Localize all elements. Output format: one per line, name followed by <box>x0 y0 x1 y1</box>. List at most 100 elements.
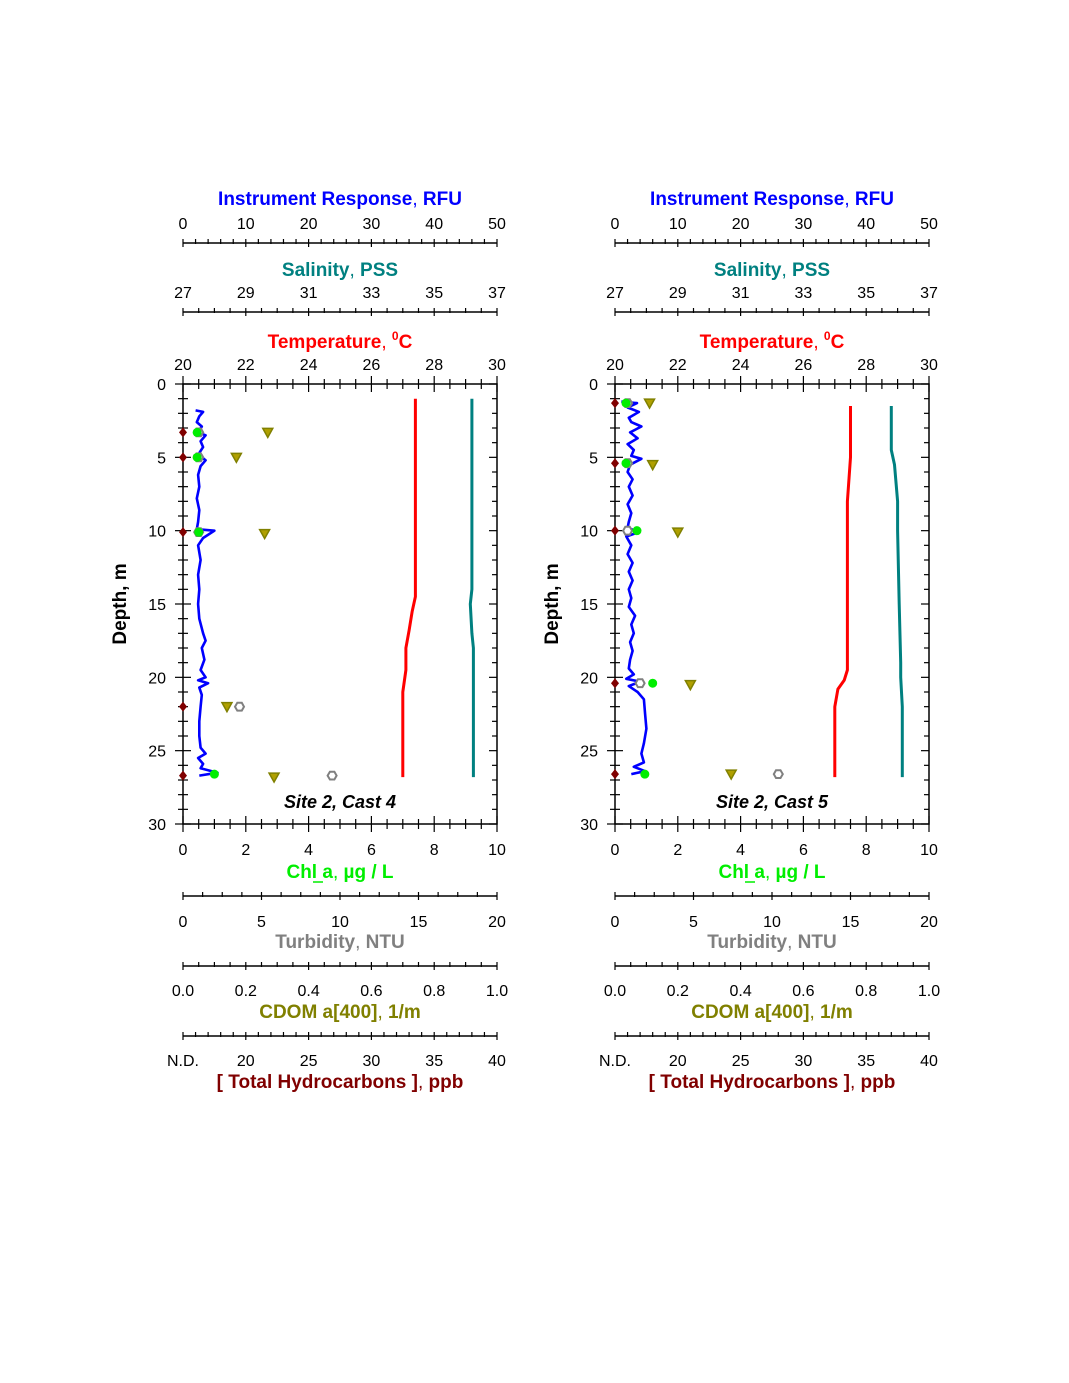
cdom-marker <box>220 701 234 714</box>
axis-label-separator: , <box>781 260 792 281</box>
panel-title: Site 2, Cast 5 <box>716 792 829 812</box>
rfu-tick-label: 10 <box>669 216 687 233</box>
chl-tick-label: 10 <box>920 842 938 859</box>
axis-label-separator: , <box>418 1072 429 1093</box>
axis-label-separator: , <box>844 189 855 210</box>
cdom-axis: 0.0 0.2 0.4 0.6 0.8 1.0 CDOM a[400], 1/m <box>172 962 508 1023</box>
turbidity-tick-label: 10 <box>331 914 349 931</box>
salinity-tick-label: 33 <box>363 285 381 302</box>
turbidity-axis: 0 5 10 15 20 Turbidity, NTU <box>611 892 938 953</box>
rfu-tick-label: 10 <box>237 216 255 233</box>
cdom-marker <box>267 772 281 784</box>
turbidity-axis: 0 5 10 15 20 Turbidity, NTU <box>179 892 506 953</box>
turbidity-marker <box>634 678 646 689</box>
axis-label-separator: , <box>333 862 344 883</box>
cdom-axis-label: CDOM a[400], 1/m <box>259 1002 421 1023</box>
temperature-tick-label: 24 <box>300 357 318 374</box>
cdom-tick-label: 0.0 <box>604 983 626 1000</box>
hydrocarbons-axis: N.D. 20 25 30 35 40 [ Total Hydrocarbons ], pp… <box>167 1032 506 1093</box>
hydrocarbons-axis-label-name: [ Total Hydrocarbons ] <box>649 1072 850 1093</box>
temperature-tick-label: 28 <box>425 357 443 374</box>
chl-tick-label: 0 <box>179 842 188 859</box>
hydrocarbon-marker <box>179 527 187 538</box>
turbidity-axis-label-name: Turbidity <box>707 932 787 953</box>
turbidity-marker <box>772 769 784 779</box>
hydrocarbons-tick-label: N.D. <box>167 1053 199 1070</box>
chl-tick-label: 2 <box>673 842 682 859</box>
turbidity-axis-unit: NTU <box>366 932 405 953</box>
temperature-tick-label: 22 <box>669 357 687 374</box>
chl-marker <box>648 678 658 688</box>
rfu-tick-label: 40 <box>425 216 443 233</box>
hydrocarbon-marker <box>179 770 187 781</box>
turbidity-tick-label: 0 <box>611 914 620 931</box>
temperature-axis: 20 22 24 26 28 30 Temperature, 0C <box>174 329 506 392</box>
hydrocarbons-tick-label: 40 <box>488 1053 506 1070</box>
turbidity-marker <box>233 701 246 712</box>
depth-tick-label: 15 <box>148 597 166 614</box>
rfu-axis-label-name: Instrument Response <box>218 189 412 210</box>
rfu-axis-unit: RFU <box>855 189 894 210</box>
cdom-marker <box>684 679 697 692</box>
hydrocarbons-tick-label: 25 <box>732 1053 750 1070</box>
cdom-axis-label-name: CDOM a[400] <box>691 1002 809 1023</box>
chl-marker <box>194 527 204 537</box>
axis-label-separator: , <box>349 260 360 281</box>
axis-label-separator: , <box>809 1002 820 1023</box>
chl-axis-unit: µg / L <box>344 862 394 883</box>
hydrocarbon-marker <box>611 678 619 689</box>
salinity-tick-label: 35 <box>425 285 443 302</box>
cdom-tick-label: 0.6 <box>792 983 814 1000</box>
rfu-axis-unit: RFU <box>423 189 462 210</box>
temperature-unit-superscript: 0 <box>824 329 831 343</box>
cdom-tick-label: 0.4 <box>297 983 319 1000</box>
depth-tick-label: 10 <box>148 524 166 541</box>
temperature-axis-label: Temperature, 0C <box>700 329 845 353</box>
temperature-profile-line <box>401 398 417 778</box>
chl-axis-label: Chl a, µg / L <box>286 862 393 883</box>
hydrocarbons-tick-label: 25 <box>300 1053 318 1070</box>
chl-marker <box>209 769 219 779</box>
plot-frame <box>614 383 930 825</box>
axis-label-separator: , <box>381 332 392 353</box>
cdom-tick-label: 0.2 <box>235 983 257 1000</box>
depth-axis: 0 5 10 15 20 25 30 Depth, m <box>110 377 497 834</box>
depth-tick-label: 20 <box>148 670 166 687</box>
chl-tick-label: 4 <box>304 842 313 859</box>
salinity-axis-unit: PSS <box>360 260 398 281</box>
chl-axis-unit: µg / L <box>776 862 826 883</box>
temperature-tick-label: 20 <box>606 357 624 374</box>
temperature-axis-unit: C <box>399 332 413 353</box>
cdom-tick-label: 0.6 <box>360 983 382 1000</box>
salinity-tick-label: 29 <box>669 285 687 302</box>
hydrocarbons-tick-label: 20 <box>237 1053 255 1070</box>
chl-axis-label: Chl a, µg / L <box>718 862 825 883</box>
hydrocarbon-marker <box>179 427 187 438</box>
hydrocarbons-axis: N.D. 20 25 30 35 40 [ Total Hydrocarbons ], pp… <box>599 1032 938 1093</box>
axis-label-separator: , <box>412 189 423 210</box>
rfu-tick-label: 40 <box>857 216 875 233</box>
hydrocarbons-tick-label: N.D. <box>599 1053 631 1070</box>
cdom-marker <box>724 769 738 781</box>
salinity-axis-label: Salinity, PSS <box>714 260 830 281</box>
hydrocarbons-axis-unit: ppb <box>429 1072 464 1093</box>
hydrocarbons-axis-label: [ Total Hydrocarbons ], ppb <box>649 1072 896 1093</box>
chl-marker <box>632 526 642 536</box>
salinity-tick-label: 35 <box>857 285 875 302</box>
depth-axis-label: Depth, m <box>542 563 563 644</box>
cdom-marker <box>646 459 659 472</box>
cdom-tick-label: 0.2 <box>667 983 689 1000</box>
chl-tick-label: 8 <box>862 842 871 859</box>
temperature-tick-label: 28 <box>857 357 875 374</box>
temperature-tick-label: 22 <box>237 357 255 374</box>
depth-tick-label: 5 <box>157 450 166 467</box>
cdom-axis: 0.0 0.2 0.4 0.6 0.8 1.0 CDOM a[400], 1/m <box>604 962 940 1023</box>
temperature-axis-label-name: Temperature <box>268 332 382 353</box>
turbidity-tick-label: 0 <box>179 914 188 931</box>
salinity-axis-unit: PSS <box>792 260 830 281</box>
temperature-tick-label: 24 <box>732 357 750 374</box>
chl-tick-label: 6 <box>799 842 808 859</box>
rfu-profile-line <box>621 400 648 776</box>
temperature-unit-superscript: 0 <box>392 329 399 343</box>
hydrocarbon-marker <box>179 452 187 463</box>
